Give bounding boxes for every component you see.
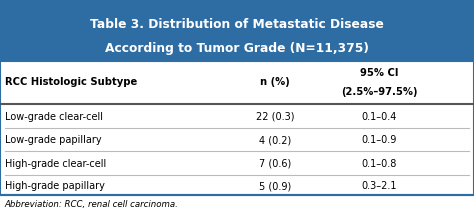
Text: 0.1–0.4: 0.1–0.4 xyxy=(362,112,397,122)
Text: (2.5%–97.5%): (2.5%–97.5%) xyxy=(341,87,418,97)
Text: 0.3–2.1: 0.3–2.1 xyxy=(362,181,397,191)
Text: 7 (0.6): 7 (0.6) xyxy=(259,159,291,169)
FancyBboxPatch shape xyxy=(0,0,474,61)
Text: High-grade clear-cell: High-grade clear-cell xyxy=(5,159,106,169)
Text: 0.1–0.8: 0.1–0.8 xyxy=(362,159,397,169)
FancyBboxPatch shape xyxy=(0,61,474,195)
Text: According to Tumor Grade (N=11,375): According to Tumor Grade (N=11,375) xyxy=(105,42,369,55)
Text: 22 (0.3): 22 (0.3) xyxy=(255,112,294,122)
Text: 5 (0.9): 5 (0.9) xyxy=(259,181,291,191)
Text: 95% CI: 95% CI xyxy=(360,68,399,78)
Text: Table 3. Distribution of Metastatic Disease: Table 3. Distribution of Metastatic Dise… xyxy=(90,18,384,31)
Text: Low-grade clear-cell: Low-grade clear-cell xyxy=(5,112,103,122)
Text: High-grade papillary: High-grade papillary xyxy=(5,181,105,191)
Text: Low-grade papillary: Low-grade papillary xyxy=(5,135,101,145)
Text: n (%): n (%) xyxy=(260,77,290,87)
Text: 0.1–0.9: 0.1–0.9 xyxy=(362,135,397,145)
Text: Abbreviation: RCC, renal cell carcinoma.: Abbreviation: RCC, renal cell carcinoma. xyxy=(5,200,179,209)
Text: RCC Histologic Subtype: RCC Histologic Subtype xyxy=(5,77,137,87)
Text: 4 (0.2): 4 (0.2) xyxy=(259,135,291,145)
